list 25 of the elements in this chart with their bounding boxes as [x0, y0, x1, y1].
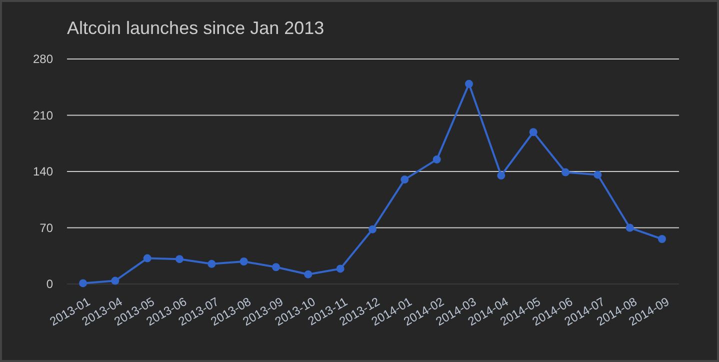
point [465, 80, 473, 88]
y-tick-label: 210 [32, 108, 54, 122]
point [143, 254, 152, 262]
point [272, 263, 280, 272]
y-tick-label: 140 [32, 164, 54, 179]
point [368, 225, 376, 234]
point [400, 176, 409, 184]
point [176, 255, 184, 264]
point [304, 270, 312, 278]
point [111, 276, 120, 285]
point [240, 258, 248, 266]
y-tick-label: 0 [46, 277, 54, 292]
point [562, 168, 570, 176]
point [208, 260, 216, 268]
chart-title: Altcoin launches since Jan 2013 [67, 18, 324, 38]
point [626, 224, 634, 232]
point [79, 279, 87, 288]
point [432, 155, 441, 164]
point [336, 264, 344, 273]
point [529, 128, 538, 136]
y-tick-label: 70 [40, 220, 54, 235]
point [658, 235, 666, 243]
point [594, 170, 602, 179]
point [497, 172, 506, 180]
y-tick-label: 280 [32, 52, 54, 66]
